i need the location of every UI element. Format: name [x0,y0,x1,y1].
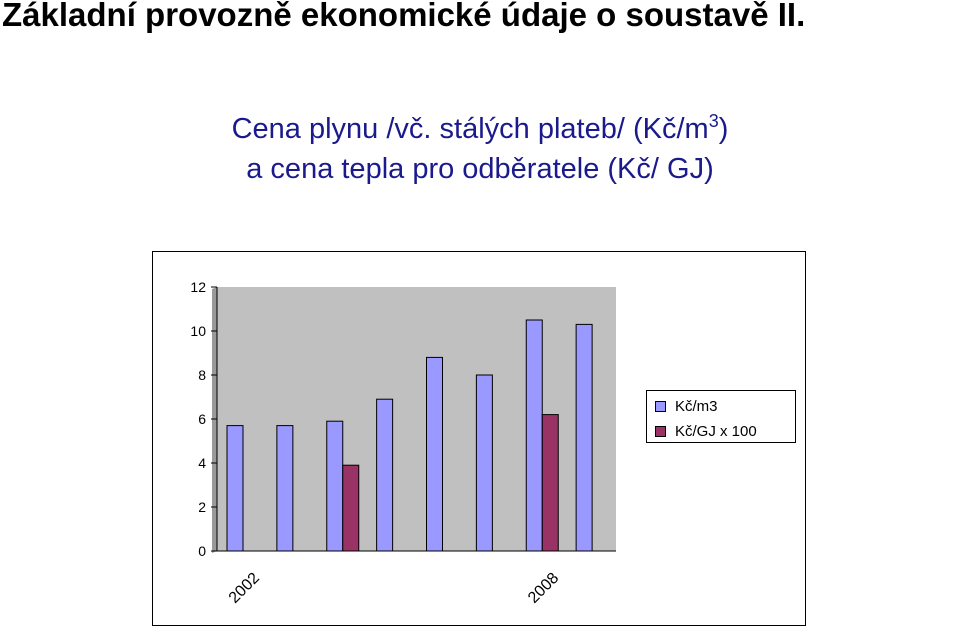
bar-series-1-2004 [326,420,344,552]
bar-series-1-2003 [276,425,294,552]
bar-series-1-2005 [376,398,394,552]
legend-item-series-2: Kč/GJ x 100 [655,422,757,440]
y-tick-label: 2 [198,499,206,515]
bar-series-1-2006 [426,356,443,552]
y-tick-label: 12 [190,279,206,295]
legend-swatch-series-1 [655,400,666,412]
legend-item-series-1: Kč/m3 [655,397,718,415]
legend-label-series-2: Kč/GJ x 100 [675,422,757,440]
bar-series-2-2008 [541,414,559,552]
bar-series-2-2004 [342,464,360,552]
y-tick-label: 4 [198,455,206,471]
legend-swatch-series-2 [655,425,666,437]
chart-legend: Kč/m3 Kč/GJ x 100 [646,390,796,443]
bar-series-1-2007 [475,374,493,552]
subtitle-superscript: 3 [708,111,719,131]
bar-series-1-2002 [226,425,244,552]
subtitle-text: Cena plynu /vč. stálých plateb/ (Kč/m [231,113,709,145]
y-tick-label: 6 [198,411,206,427]
chart-subtitle-line1: Cena plynu /vč. stálých plateb/ (Kč/m3) [0,111,960,146]
y-tick-label: 10 [190,323,206,339]
x-tick-label: 2008 [525,570,562,607]
y-tick-label: 0 [198,543,206,559]
subtitle-close: ) [718,113,729,145]
bar-series-1-2008 [525,319,543,552]
y-tick-label: 8 [198,367,206,383]
chart-subtitle-line2: a cena tepla pro odběratele (Kč/ GJ) [246,153,714,185]
bar-series-1-2009 [575,323,593,552]
slide-title: Základní provozně ekonomické údaje o sou… [2,0,806,33]
x-tick-label: 2002 [226,570,263,607]
legend-label-series-1: Kč/m3 [675,397,718,415]
plot-wall [212,287,217,553]
